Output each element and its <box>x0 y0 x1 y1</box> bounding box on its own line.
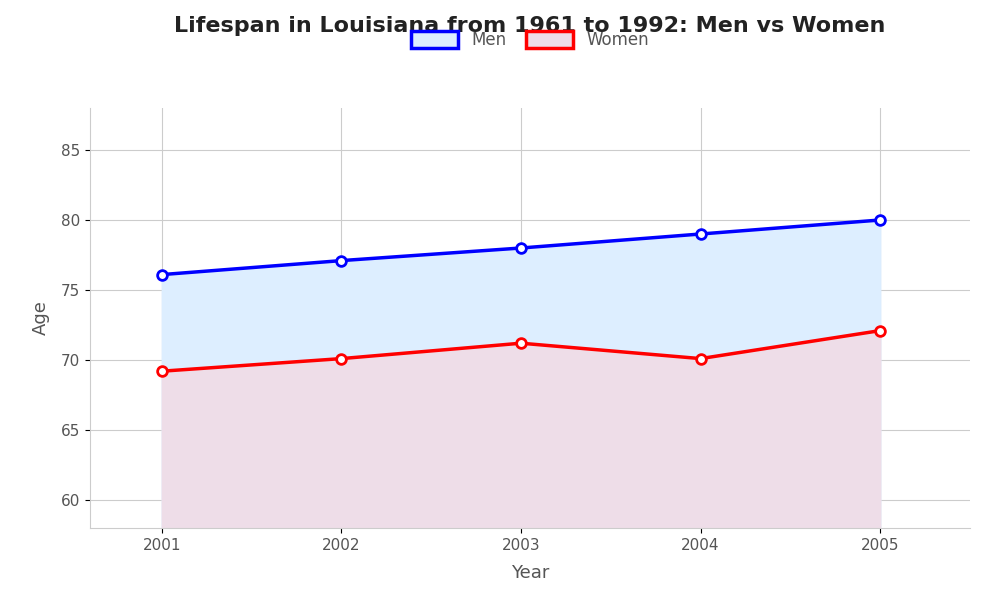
Legend: Men, Women: Men, Women <box>404 24 656 55</box>
Title: Lifespan in Louisiana from 1961 to 1992: Men vs Women: Lifespan in Louisiana from 1961 to 1992:… <box>174 16 886 35</box>
X-axis label: Year: Year <box>511 564 549 582</box>
Y-axis label: Age: Age <box>32 301 50 335</box>
